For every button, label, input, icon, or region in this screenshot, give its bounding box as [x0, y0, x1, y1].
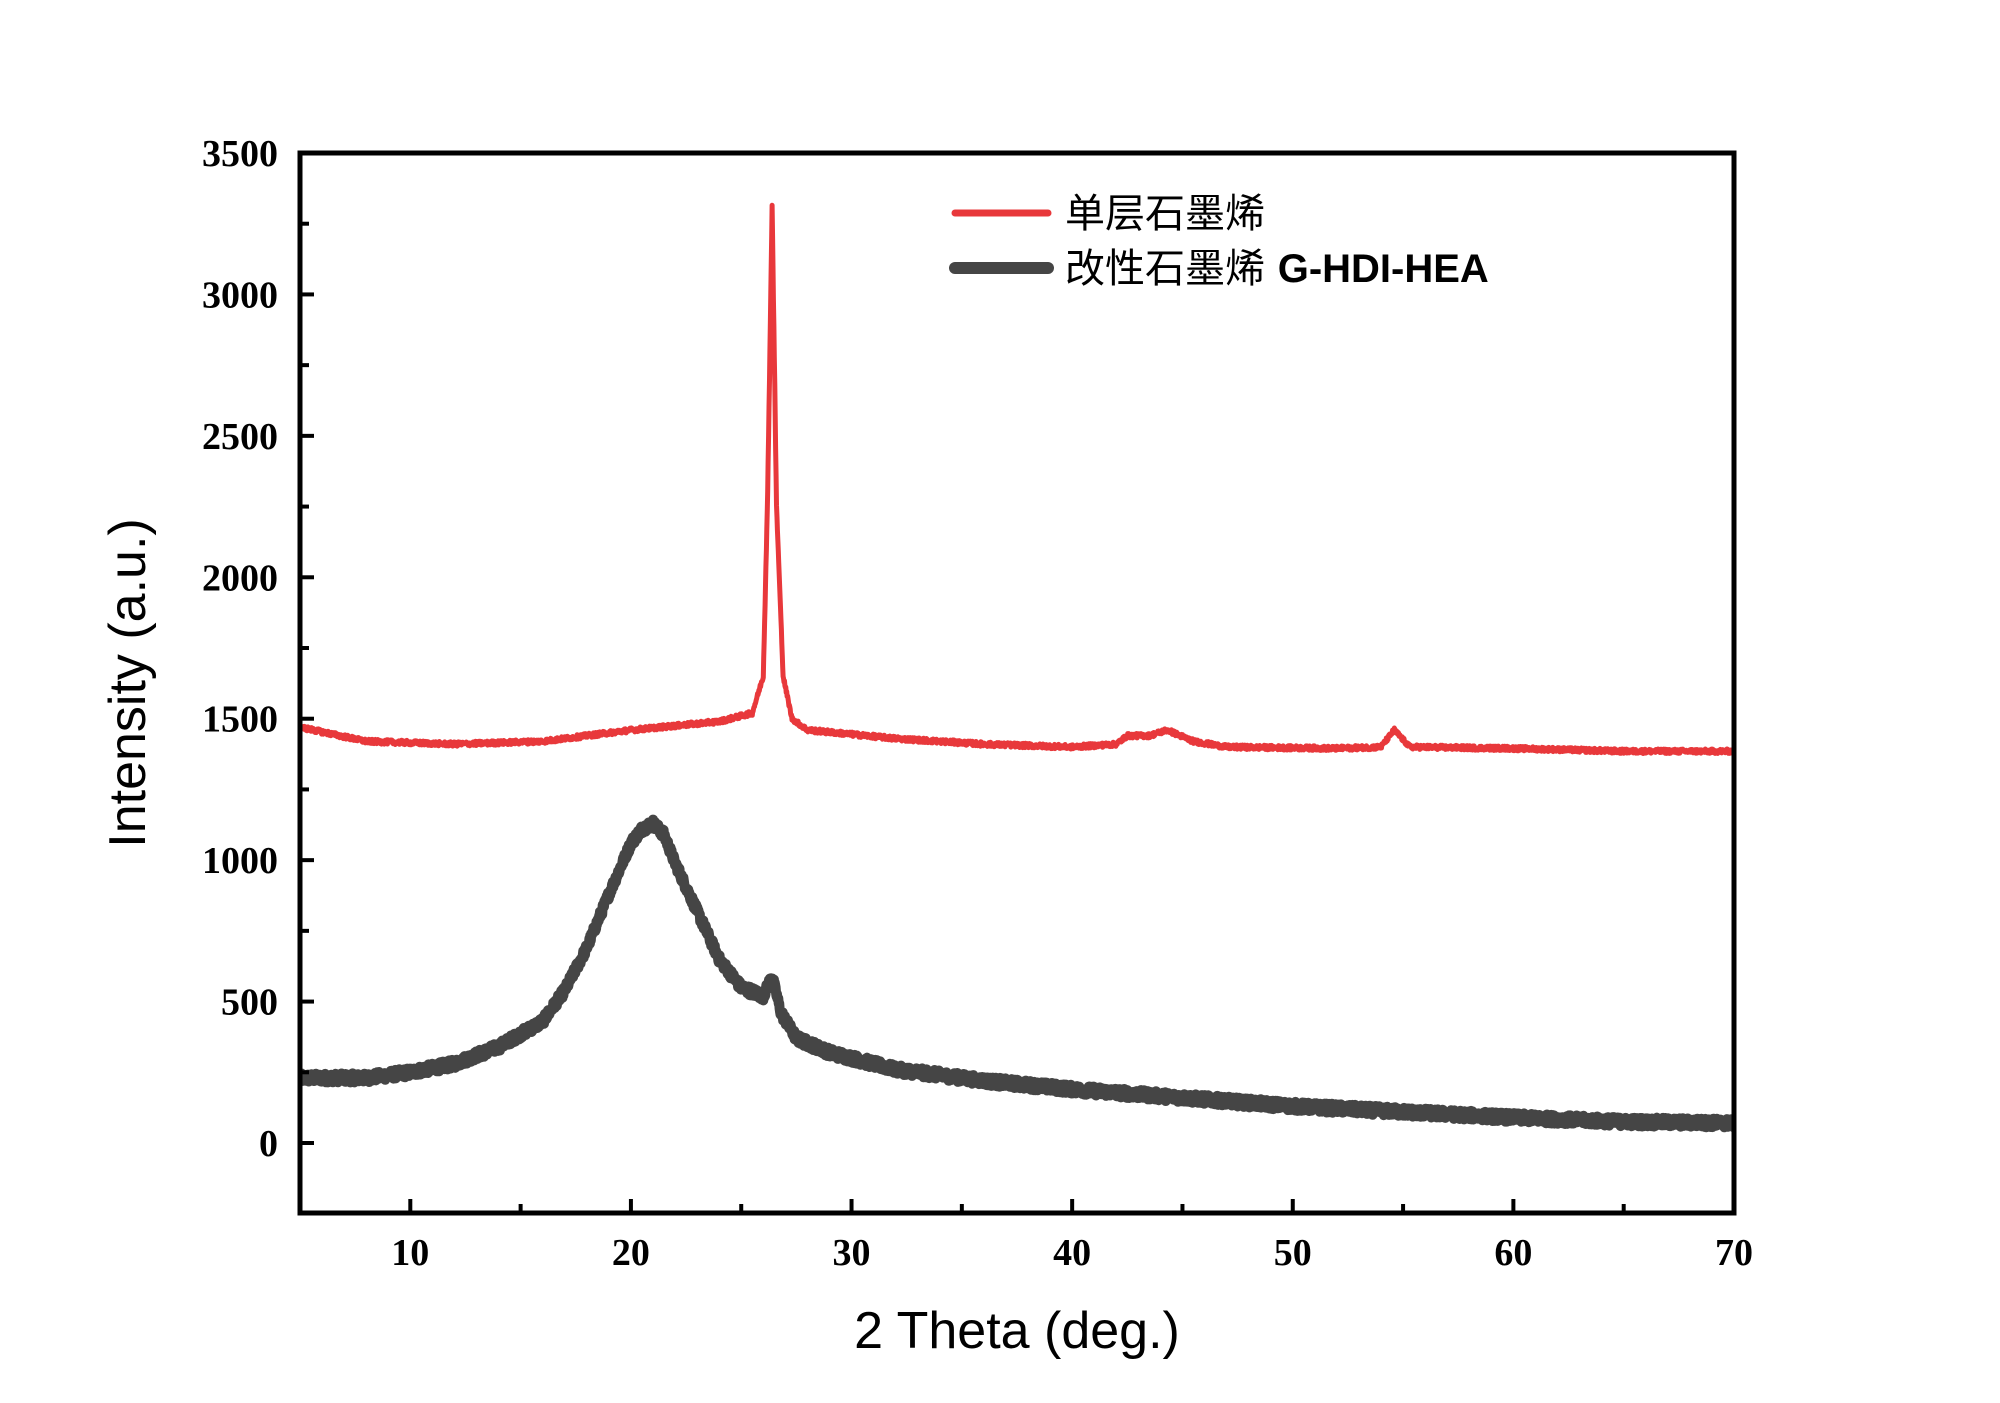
y-tick-label: 1000	[202, 840, 278, 882]
x-tick-label: 60	[1494, 1232, 1532, 1274]
series-layer	[302, 202, 1732, 1133]
x-tick-label: 70	[1715, 1232, 1753, 1274]
y-tick-label: 0	[259, 1123, 278, 1165]
x-tick-label: 20	[612, 1232, 650, 1274]
y-tick-label: 1500	[202, 699, 278, 741]
y-axis-title: Intensity (a.u.)	[99, 518, 157, 847]
y-tick-label: 500	[221, 982, 278, 1024]
y-tick-label: 2000	[202, 557, 278, 599]
x-tick-label: 40	[1053, 1232, 1091, 1274]
x-tick-label: 10	[391, 1232, 429, 1274]
y-tick-label: 2500	[202, 416, 278, 458]
series-line-1	[302, 202, 1732, 756]
ticks-layer: 10 20 30 40 50 60 70 0 500 1000 1500 2000 2500 3000 35…	[202, 133, 1753, 1274]
series-line-2	[302, 814, 1732, 1133]
legend-label-2: 改性石墨烯 G-HDI-HEA	[1065, 246, 1489, 292]
x-tick-label: 50	[1274, 1232, 1312, 1274]
x-axis-title: 2 Theta (deg.)	[854, 1302, 1180, 1360]
legend-label-1: 单层石墨烯	[1065, 191, 1265, 237]
y-tick-label: 3500	[202, 133, 278, 175]
plot-frame	[297, 150, 1737, 1216]
x-tick-label: 30	[833, 1232, 871, 1274]
y-tick-label: 3000	[202, 274, 278, 316]
